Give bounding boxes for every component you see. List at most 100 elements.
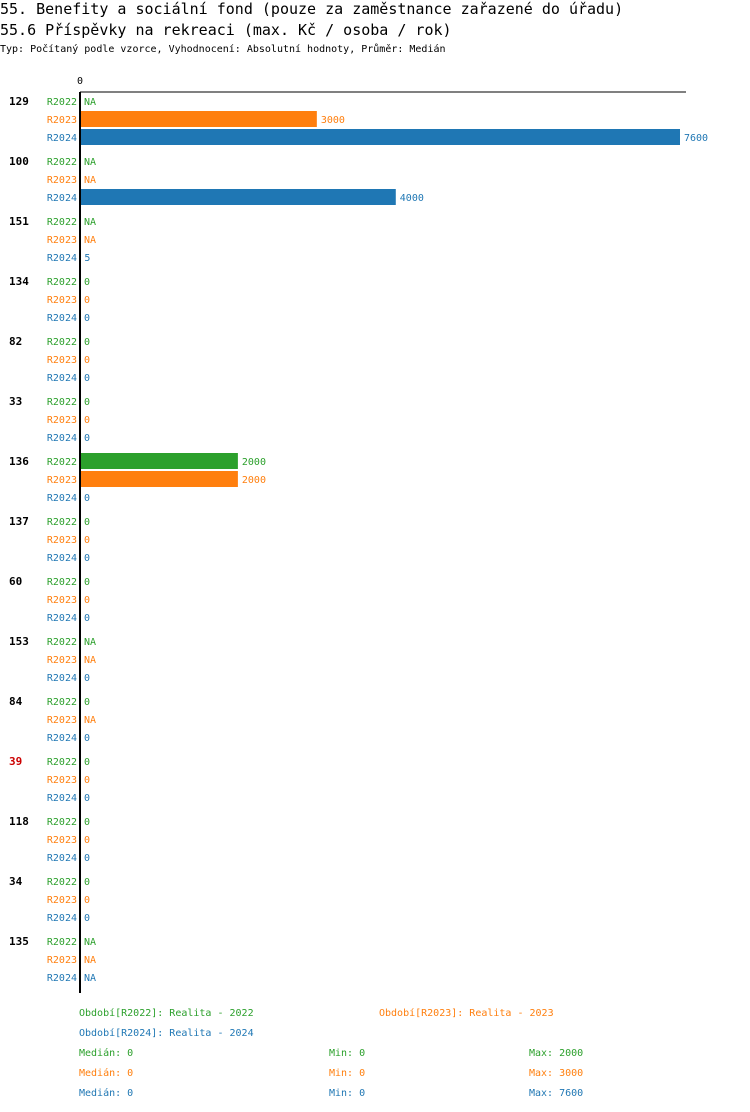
- series-label: R2024: [47, 373, 77, 384]
- data-label: NA: [84, 175, 96, 186]
- data-label: 5: [84, 253, 90, 264]
- data-label: 0: [84, 895, 90, 906]
- bar: [80, 129, 680, 145]
- data-label: 0: [84, 853, 90, 864]
- data-label: NA: [84, 637, 96, 648]
- series-label: R2023: [47, 595, 77, 606]
- series-label: R2022: [47, 457, 77, 468]
- series-label: R2024: [47, 433, 77, 444]
- bar-chart: 0 129 R2022 NA R2023 3000 R2024 7600 100 R2022 NA R…: [9, 76, 708, 993]
- bar: [80, 189, 396, 205]
- stat-min-r2022: Min: 0: [329, 1048, 366, 1059]
- group-label: 153: [9, 635, 29, 648]
- data-label: NA: [84, 937, 96, 948]
- group-label: 60: [9, 575, 22, 588]
- series-label: R2022: [47, 337, 77, 348]
- bar: [80, 453, 238, 469]
- data-label: NA: [84, 217, 96, 228]
- data-label: 3000: [321, 115, 345, 126]
- x-tick-label: 0: [77, 76, 83, 87]
- stat-min-r2023: Min: 0: [329, 1068, 366, 1079]
- series-label: R2023: [47, 715, 77, 726]
- data-label: NA: [84, 955, 96, 966]
- group-label: 39: [9, 755, 22, 768]
- chart-subtitle: 55.6 Příspěvky na rekreaci (max. Kč / os…: [0, 21, 452, 39]
- series-label: R2022: [47, 817, 77, 828]
- series-label: R2024: [47, 853, 77, 864]
- data-label: NA: [84, 157, 96, 168]
- group-label: 82: [9, 335, 22, 348]
- stat-median-r2022: Medián: 0: [79, 1048, 134, 1059]
- series-label: R2024: [47, 253, 77, 264]
- series-label: R2024: [47, 973, 77, 984]
- series-label: R2024: [47, 313, 77, 324]
- series-label: R2023: [47, 295, 77, 306]
- data-label: 0: [84, 613, 90, 624]
- data-label: 0: [84, 337, 90, 348]
- data-label: 0: [84, 697, 90, 708]
- data-label: NA: [84, 97, 96, 108]
- series-label: R2022: [47, 217, 77, 228]
- data-label: 0: [84, 373, 90, 384]
- data-label: 2000: [242, 475, 266, 486]
- data-label: 0: [84, 277, 90, 288]
- series-label: R2024: [47, 493, 77, 504]
- group-label: 34: [9, 875, 23, 888]
- series-label: R2024: [47, 193, 77, 204]
- group-label: 100: [9, 155, 29, 168]
- series-label: R2024: [47, 913, 77, 924]
- data-label: 2000: [242, 457, 266, 468]
- series-label: R2024: [47, 613, 77, 624]
- series-label: R2024: [47, 793, 77, 804]
- series-label: R2024: [47, 673, 77, 684]
- group-label: 134: [9, 275, 29, 288]
- series-label: R2024: [47, 133, 77, 144]
- group-label: 118: [9, 815, 29, 828]
- series-label: R2022: [47, 937, 77, 948]
- group-label: 137: [9, 515, 29, 528]
- data-label: 0: [84, 493, 90, 504]
- stat-median-r2023: Medián: 0: [79, 1068, 134, 1079]
- data-label: NA: [84, 235, 96, 246]
- series-label: R2024: [47, 553, 77, 564]
- series-label: R2022: [47, 577, 77, 588]
- legend-period-r2023: Období[R2023]: Realita - 2023: [379, 1008, 554, 1019]
- data-label: 0: [84, 835, 90, 846]
- series-label: R2024: [47, 733, 77, 744]
- series-label: R2022: [47, 877, 77, 888]
- data-label: 0: [84, 877, 90, 888]
- series-label: R2023: [47, 175, 77, 186]
- data-label: 0: [84, 595, 90, 606]
- series-label: R2022: [47, 517, 77, 528]
- data-label: 0: [84, 535, 90, 546]
- group-label: 136: [9, 455, 29, 468]
- data-label: 4000: [400, 193, 424, 204]
- data-label: NA: [84, 973, 96, 984]
- stat-max-r2024: Max: 7600: [529, 1088, 584, 1099]
- series-label: R2022: [47, 157, 77, 168]
- series-label: R2022: [47, 277, 77, 288]
- series-label: R2022: [47, 97, 77, 108]
- series-label: R2023: [47, 415, 77, 426]
- bar: [80, 111, 317, 127]
- legend-period-r2024: Období[R2024]: Realita - 2024: [79, 1028, 254, 1039]
- bar: [80, 471, 238, 487]
- data-label: 0: [84, 775, 90, 786]
- data-label: 0: [84, 433, 90, 444]
- series-label: R2022: [47, 757, 77, 768]
- chart-info: Typ: Počítaný podle vzorce, Vyhodnocení:…: [0, 44, 446, 55]
- data-label: 0: [84, 397, 90, 408]
- data-label: 7600: [684, 133, 708, 144]
- data-label: 0: [84, 757, 90, 768]
- data-label: 0: [84, 517, 90, 528]
- group-label: 129: [9, 95, 29, 108]
- data-label: 0: [84, 295, 90, 306]
- series-label: R2023: [47, 475, 77, 486]
- group-label: 84: [9, 695, 23, 708]
- stat-max-r2023: Max: 3000: [529, 1068, 584, 1079]
- data-label: 0: [84, 577, 90, 588]
- series-label: R2023: [47, 355, 77, 366]
- group-label: 135: [9, 935, 29, 948]
- series-label: R2023: [47, 895, 77, 906]
- legend-period-r2022: Období[R2022]: Realita - 2022: [79, 1008, 254, 1019]
